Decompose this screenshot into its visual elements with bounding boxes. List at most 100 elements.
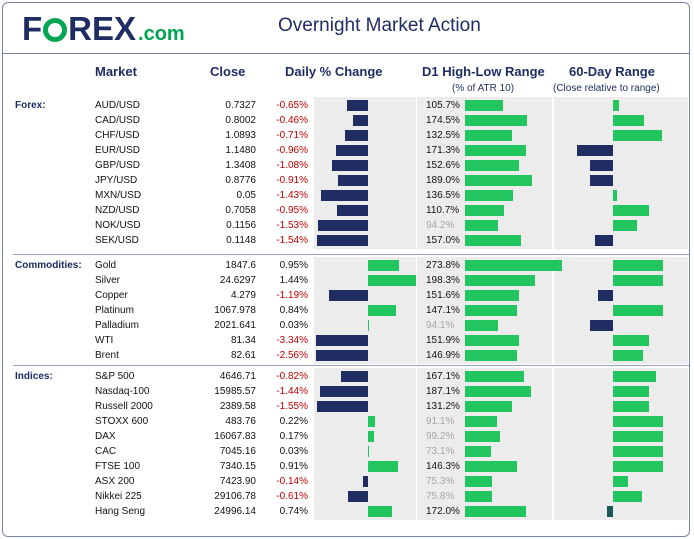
daily-change-bar (368, 446, 369, 457)
market-name: Nasdaq-100 (95, 386, 150, 397)
60day-range-bar (613, 476, 628, 487)
60day-range-bar (598, 290, 613, 301)
d1-range-bar (465, 160, 520, 171)
d1-range-value: 146.3% (426, 461, 460, 472)
close-value: 7423.90 (219, 476, 256, 487)
d1-range-bar (465, 476, 492, 487)
col-header-60day-range: 60-Day Range (569, 64, 655, 79)
60day-range-bar (589, 175, 613, 186)
market-name: Nikkei 225 (95, 491, 142, 502)
60day-range-bar (613, 205, 649, 216)
close-value: 81.34 (230, 335, 256, 346)
daily-change-value: -0.71% (276, 130, 308, 141)
daily-change-value: 1.44% (279, 275, 308, 286)
d1-range-bar (465, 290, 519, 301)
60day-range-bar (613, 260, 663, 271)
d1-range-value: 172.0% (426, 506, 460, 517)
market-name: NOK/USD (95, 220, 141, 231)
market-name: DAX (95, 431, 116, 442)
d1-range-value: 99.2% (426, 431, 455, 442)
daily-change-value: -3.34% (276, 335, 308, 346)
d1-range-bar (465, 220, 499, 231)
close-value: 15985.57 (214, 386, 256, 397)
close-value: 1067.978 (214, 305, 256, 316)
daily-change-value: -0.14% (276, 476, 308, 487)
d1-range-bar (465, 461, 517, 472)
d1-range-bar (465, 145, 526, 156)
60day-range-bar (613, 350, 643, 361)
d1-range-value: 136.5% (426, 190, 460, 201)
d1-range-bar (465, 491, 492, 502)
forex-logo: F REX .com (22, 9, 185, 49)
d1-range-value: 174.5% (426, 115, 460, 126)
close-value: 1.3408 (225, 160, 256, 171)
d1-range-bar (465, 100, 503, 111)
daily-change-panel (314, 257, 416, 364)
close-value: 0.8776 (225, 175, 256, 186)
d1-range-bar (465, 506, 527, 517)
d1-range-value: 105.7% (426, 100, 460, 111)
daily-change-value: -0.95% (276, 205, 308, 216)
market-name: STOXX 600 (95, 416, 149, 427)
daily-change-value: -1.08% (276, 160, 308, 171)
daily-change-value: -1.54% (276, 235, 308, 246)
daily-change-bar (316, 401, 368, 412)
close-value: 1.0893 (225, 130, 256, 141)
daily-change-value: -0.91% (276, 175, 308, 186)
d1-range-value: 157.0% (426, 235, 460, 246)
d1-range-value: 151.6% (426, 290, 460, 301)
daily-change-value: -1.55% (276, 401, 308, 412)
close-value: 2021.641 (214, 320, 256, 331)
60day-range-bar (576, 145, 613, 156)
d1-range-bar (465, 431, 501, 442)
market-name: Hang Seng (95, 506, 146, 517)
60day-range-bar (613, 446, 663, 457)
60day-range-bar (613, 130, 662, 141)
logo-dotcom: .com (138, 23, 185, 45)
market-name: Russell 2000 (95, 401, 153, 412)
col-header-close: Close (210, 64, 246, 79)
close-value: 1847.6 (225, 260, 256, 271)
close-value: 24.6297 (219, 275, 256, 286)
market-name: AUD/USD (95, 100, 141, 111)
d1-range-bar (465, 175, 533, 186)
daily-change-value: 0.91% (279, 461, 308, 472)
market-name: Silver (95, 275, 121, 286)
market-name: CAC (95, 446, 117, 457)
d1-range-value: 73.1% (426, 446, 455, 457)
close-value: 483.76 (225, 416, 256, 427)
60day-range-bar (613, 386, 649, 397)
daily-change-value: -0.61% (276, 491, 308, 502)
close-value: 0.1148 (226, 235, 256, 246)
d1-range-value: 147.1% (426, 305, 460, 316)
daily-change-value: -1.43% (276, 190, 308, 201)
d1-range-value: 146.9% (426, 350, 460, 361)
d1-range-value: 152.6% (426, 160, 460, 171)
market-name: Gold (95, 260, 117, 271)
60day-range-bar (613, 335, 649, 346)
60day-range-bar (613, 461, 663, 472)
close-value: 7045.16 (219, 446, 256, 457)
daily-change-bar (332, 160, 368, 171)
daily-change-value: -1.53% (276, 220, 308, 231)
60day-range-bar (613, 100, 619, 111)
page-title: Overnight Market Action (278, 15, 481, 36)
60day-range-bar (613, 115, 644, 126)
market-name: GBP/USD (95, 160, 141, 171)
daily-change-value: 0.22% (279, 416, 308, 427)
60day-range-bar (613, 305, 663, 316)
col-header-market: Market (95, 64, 137, 79)
d1-range-value: 75.8% (426, 491, 455, 502)
d1-range-bar (465, 260, 563, 271)
daily-change-value: -2.56% (276, 350, 308, 361)
daily-change-bar (352, 115, 368, 126)
section-label: Indices: (15, 371, 53, 382)
d1-range-value: 75.3% (426, 476, 455, 487)
col-subheader-d1-range: (% of ATR 10) (452, 83, 515, 94)
60day-range-bar (613, 491, 642, 502)
daily-change-bar (328, 290, 368, 301)
market-name: EUR/USD (95, 145, 141, 156)
60day-range-bar (589, 320, 613, 331)
market-name: NZD/USD (95, 205, 140, 216)
60day-range-bar (613, 431, 663, 442)
